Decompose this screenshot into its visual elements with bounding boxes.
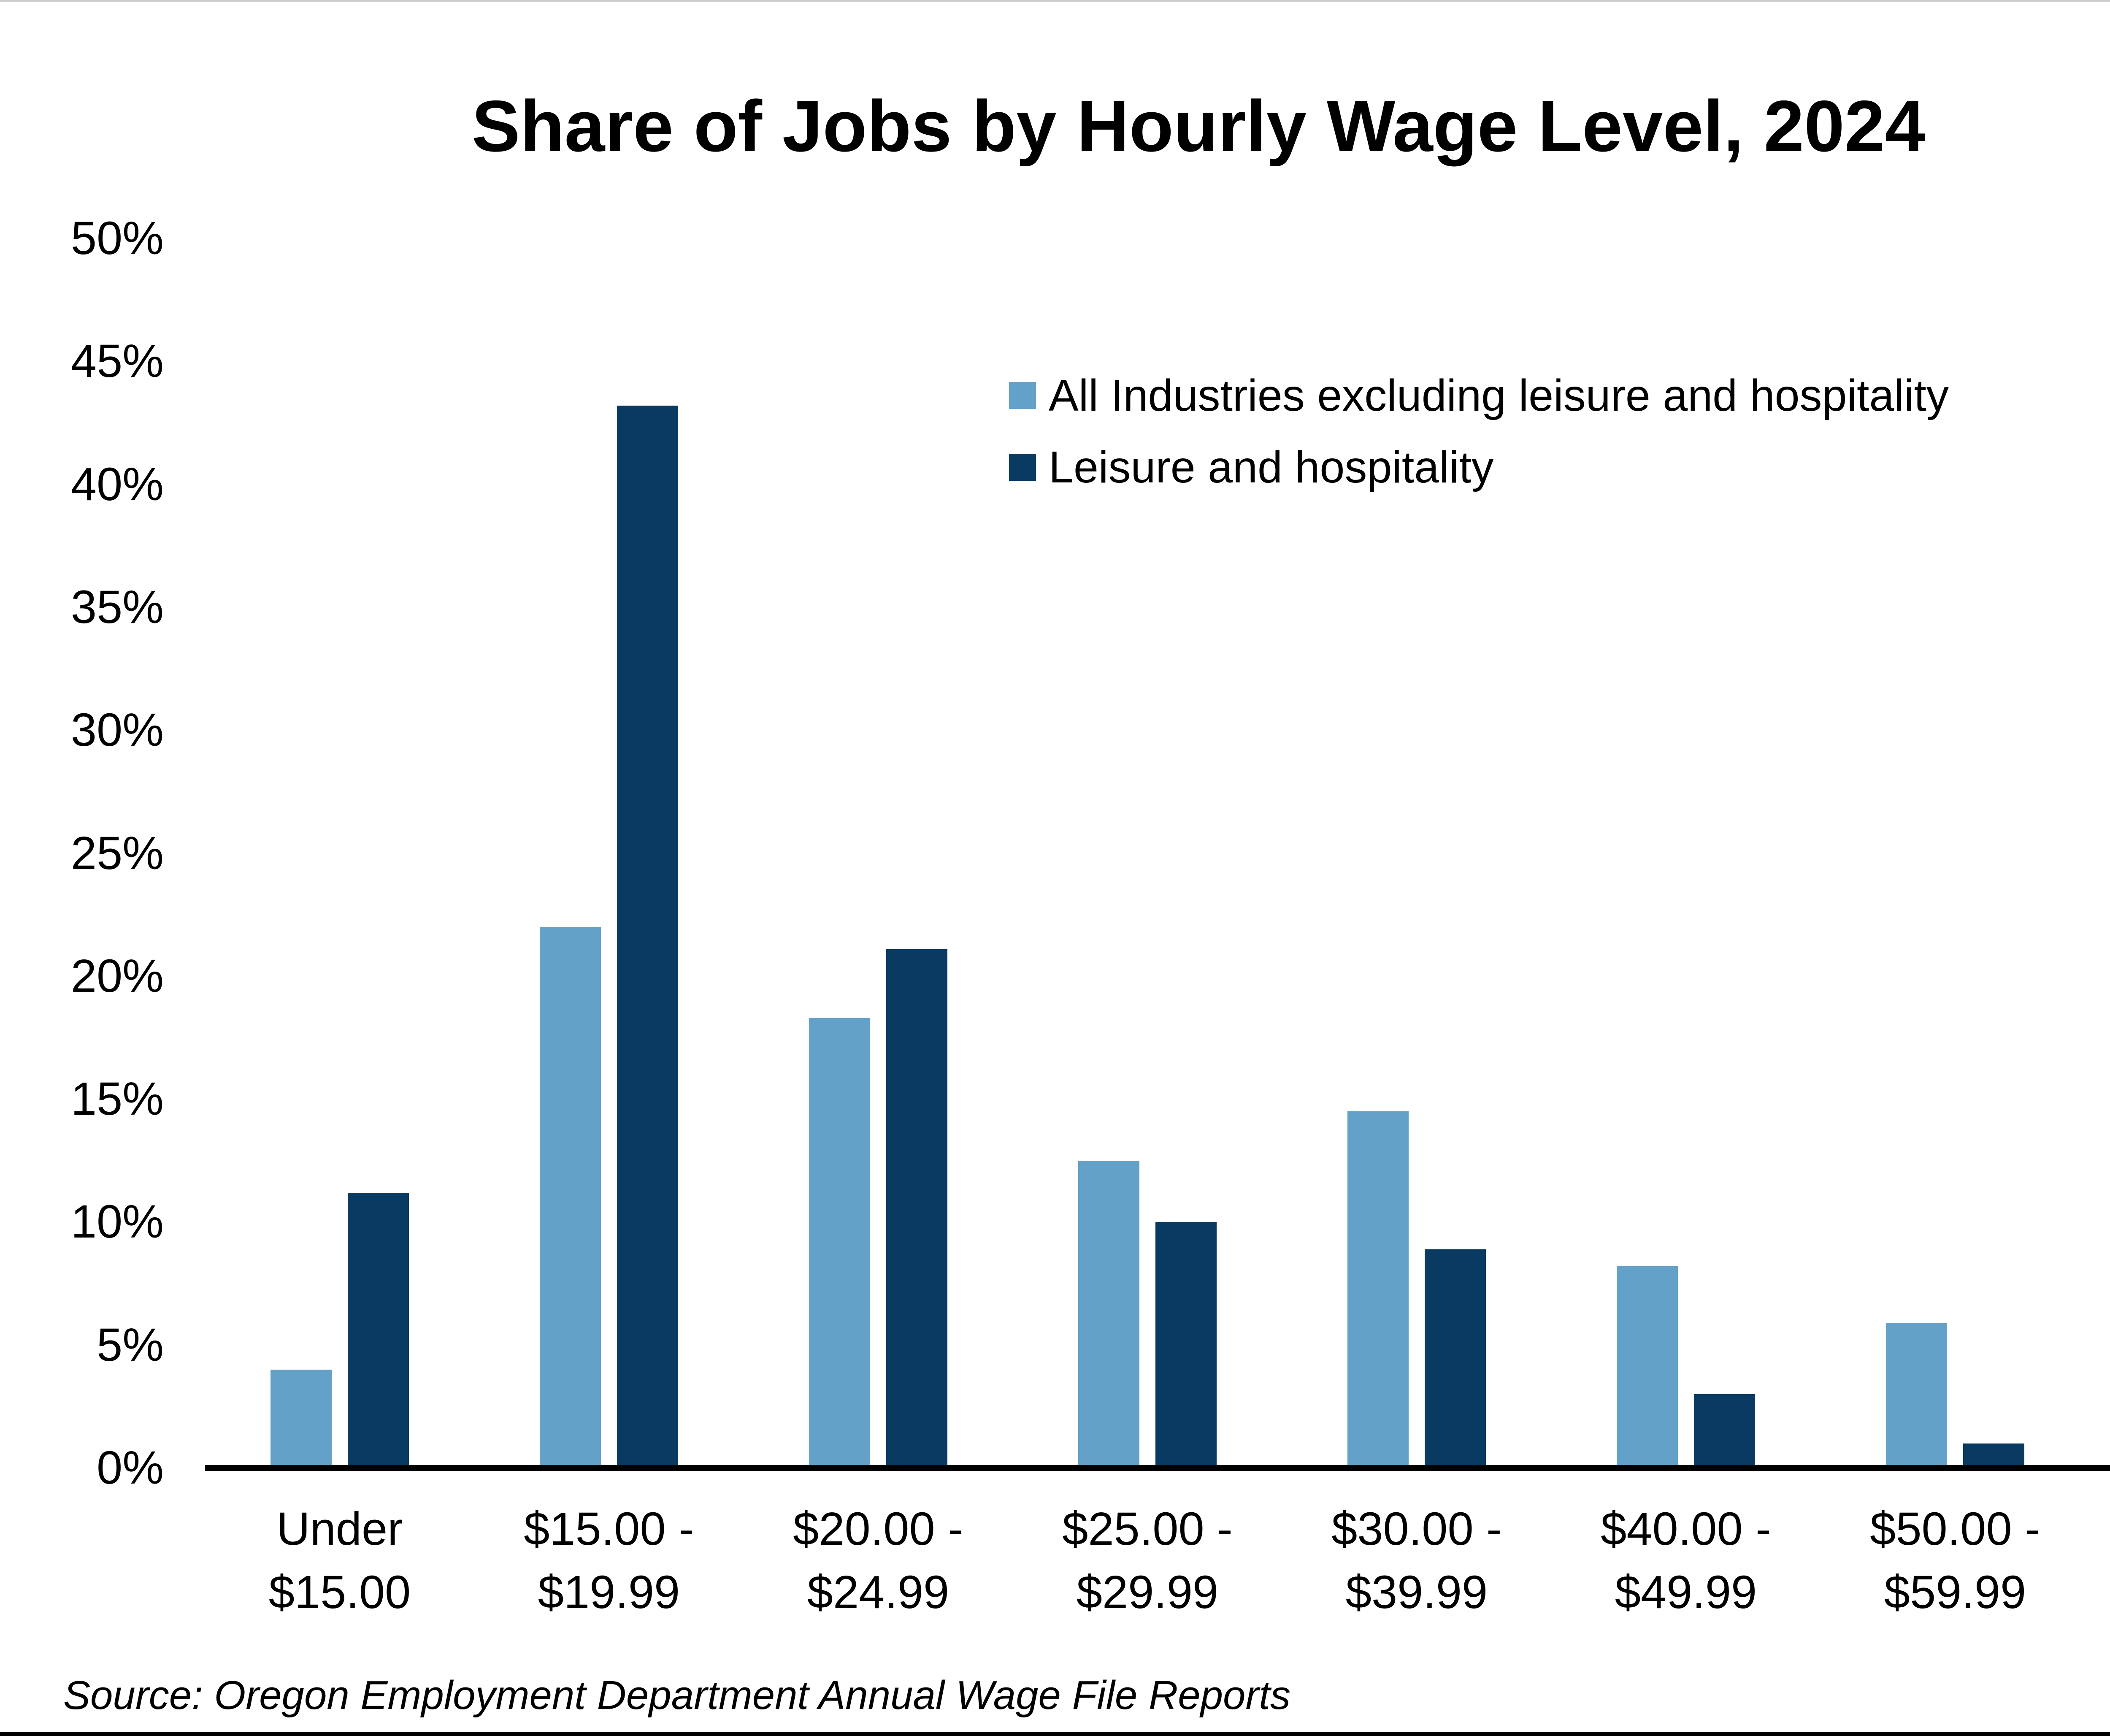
bar-group bbox=[1282, 238, 1551, 1468]
bar-leisure-hospitality bbox=[348, 1192, 409, 1468]
y-tick-label: 10% bbox=[70, 1196, 164, 1248]
legend-item-leisure-hospitality: Leisure and hospitality bbox=[1009, 443, 1949, 491]
bar-all-industries bbox=[1886, 1323, 1947, 1468]
bar-leisure-hospitality bbox=[1155, 1222, 1217, 1468]
y-tick-label: 35% bbox=[70, 581, 164, 633]
bar-all-industries bbox=[809, 1018, 870, 1468]
x-axis-category-labels: Under $15.00 $15.00 - $19.99 $20.00 - $24.99 $… bbox=[205, 1498, 2110, 1624]
x-axis-label: $20.00 - $24.99 bbox=[793, 1503, 963, 1618]
x-axis-label: $50.00 - $59.99 bbox=[1870, 1503, 2040, 1618]
bar-leisure-hospitality bbox=[1694, 1394, 1755, 1468]
y-tick-label: 15% bbox=[70, 1073, 164, 1125]
y-tick-label: 5% bbox=[97, 1319, 164, 1371]
bar-leisure-hospitality bbox=[617, 406, 678, 1468]
bar-group bbox=[1551, 238, 1821, 1468]
page-bottom-border bbox=[0, 1732, 2110, 1736]
y-tick-label: 25% bbox=[70, 827, 164, 879]
bar-leisure-hospitality bbox=[1425, 1249, 1486, 1468]
y-tick-label: 20% bbox=[70, 950, 164, 1002]
legend-item-all-industries: All Industries excluding leisure and hos… bbox=[1009, 371, 1949, 420]
y-tick-label: 50% bbox=[70, 212, 164, 264]
bar-all-industries bbox=[1617, 1266, 1678, 1468]
x-axis-label: $40.00 - $49.99 bbox=[1601, 1503, 1771, 1618]
plot-area bbox=[205, 238, 2110, 1468]
y-tick-label: 40% bbox=[70, 458, 164, 510]
bar-group bbox=[744, 238, 1013, 1468]
y-tick-label: 45% bbox=[70, 335, 164, 387]
bar-group bbox=[2090, 238, 2110, 1468]
x-axis-label: $15.00 - $19.99 bbox=[524, 1503, 694, 1618]
x-axis-label: Under $15.00 bbox=[268, 1503, 411, 1618]
legend-label-all-industries: All Industries excluding leisure and hos… bbox=[1049, 371, 1949, 420]
legend: All Industries excluding leisure and hos… bbox=[1009, 371, 1949, 491]
legend-swatch-all-industries bbox=[1009, 382, 1036, 409]
x-axis-line bbox=[205, 1465, 2110, 1471]
chart-title: Share of Jobs by Hourly Wage Level, 2024 bbox=[471, 86, 1926, 167]
legend-label-leisure-hospitality: Leisure and hospitality bbox=[1049, 442, 1494, 492]
bar-group bbox=[474, 238, 744, 1468]
source-note: Source: Oregon Employment Department Ann… bbox=[63, 1673, 1291, 1718]
bar-group bbox=[1013, 238, 1282, 1468]
page-top-border bbox=[0, 0, 2110, 2]
bar-all-industries bbox=[540, 927, 601, 1468]
bar-all-industries bbox=[271, 1369, 332, 1468]
bar-all-industries bbox=[1347, 1111, 1409, 1468]
legend-swatch-leisure-hospitality bbox=[1009, 454, 1036, 481]
bar-leisure-hospitality bbox=[886, 949, 947, 1468]
bar-group bbox=[1821, 238, 2090, 1468]
y-tick-label: 30% bbox=[70, 704, 164, 756]
y-axis-tick-labels: 0% 5% 10% 15% 20% 25% 30% 35% 40% 45% 50% bbox=[0, 0, 169, 1736]
x-axis-label: $30.00 - $39.99 bbox=[1331, 1503, 1502, 1618]
bar-all-industries bbox=[1078, 1160, 1139, 1468]
y-tick-label: 0% bbox=[97, 1442, 164, 1494]
x-axis-label: $25.00 - $29.99 bbox=[1062, 1503, 1233, 1618]
x-axis-label: $60.00 ormore bbox=[2090, 1498, 2110, 1624]
bar-leisure-hospitality bbox=[1963, 1443, 2024, 1468]
bar-group bbox=[205, 238, 474, 1468]
